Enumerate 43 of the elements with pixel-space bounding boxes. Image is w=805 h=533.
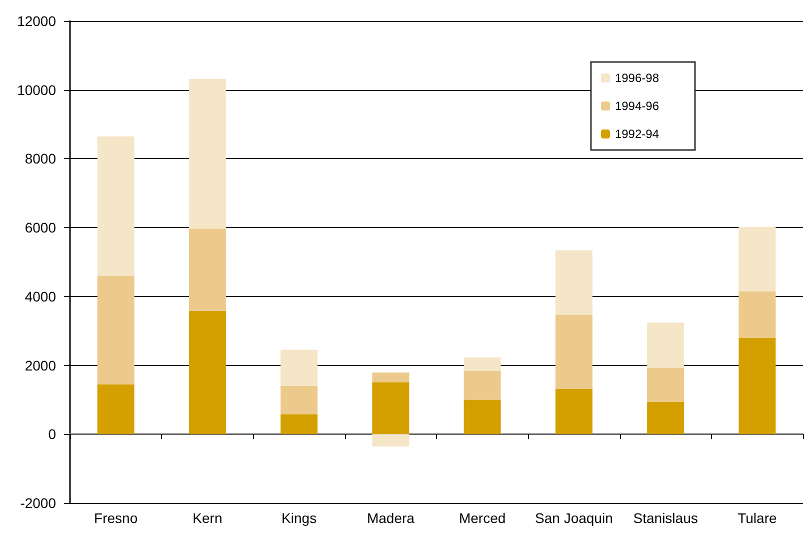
bar	[372, 382, 410, 434]
bar	[280, 414, 318, 434]
x-tick-label: Merced	[458, 510, 506, 526]
y-tick-label: 8000	[24, 150, 56, 167]
bar	[97, 276, 134, 384]
bar	[464, 400, 501, 434]
bar	[188, 78, 226, 229]
bar	[97, 384, 134, 434]
bar	[738, 338, 776, 434]
bar	[188, 228, 226, 311]
bar	[372, 372, 410, 382]
x-tick-label: Stanislaus	[633, 510, 698, 526]
bar	[555, 388, 592, 434]
x-tick-label: San Joaquin	[535, 510, 613, 526]
y-tick-label: 0	[48, 426, 56, 442]
y-tick-label: 4000	[24, 288, 56, 304]
bar	[555, 314, 592, 389]
bar	[738, 226, 776, 292]
bar	[280, 350, 318, 386]
y-tick-label: 10000	[17, 82, 56, 98]
legend-label: 1994-96	[614, 99, 660, 113]
bar	[97, 136, 134, 276]
y-tick-label: -2000	[20, 495, 56, 511]
bar	[280, 386, 318, 414]
bar	[464, 357, 501, 371]
legend-label: 1992-94	[614, 127, 660, 141]
x-tick-label: Kern	[192, 510, 222, 526]
legend-label: 1996-98	[614, 71, 660, 85]
bar	[738, 291, 776, 338]
x-tick-label: Tulare	[738, 510, 777, 526]
y-tick-label: 2000	[24, 357, 56, 374]
x-tick-label: Madera	[366, 510, 415, 526]
y-tick-label: 6000	[24, 220, 56, 236]
bar	[647, 402, 684, 434]
bar	[188, 310, 226, 434]
x-tick-label: Kings	[282, 510, 317, 526]
x-tick-label: Fresno	[94, 510, 138, 526]
y-tick-label: 12000	[17, 13, 56, 29]
bar	[647, 368, 684, 402]
bar	[647, 322, 684, 368]
bar	[555, 250, 592, 315]
bar	[464, 370, 501, 400]
bar	[372, 434, 410, 447]
